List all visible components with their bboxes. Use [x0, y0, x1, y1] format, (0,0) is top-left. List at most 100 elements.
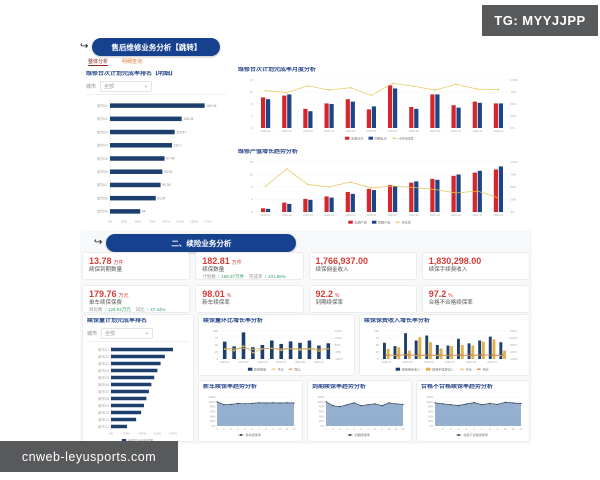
kpi-unit: %	[448, 293, 453, 299]
section1-header: ↪ 售后维修业务分析【跳转】	[80, 38, 221, 56]
svg-text:20%: 20%	[319, 419, 325, 423]
svg-text:80%: 80%	[428, 404, 434, 408]
svg-text:2020-01: 2020-01	[220, 360, 230, 364]
svg-text:75%: 75%	[149, 219, 155, 223]
svg-text:城市06: 城市06	[97, 169, 108, 174]
svg-text:100%: 100%	[511, 78, 519, 82]
svg-text:2020-08: 2020-08	[409, 129, 419, 133]
svg-text:100%: 100%	[511, 160, 519, 164]
svg-text:0%: 0%	[108, 219, 113, 223]
svg-text:75%: 75%	[511, 172, 517, 176]
svg-text:2020-06: 2020-06	[366, 213, 376, 217]
svg-text:60%: 60%	[210, 409, 216, 413]
svg-text:75: 75	[215, 336, 219, 340]
kpi-subtext: 目标数 ↑ 129.04万元 同比 ↑ 47.44%	[89, 307, 166, 313]
svg-text:2020-02: 2020-02	[282, 213, 292, 217]
svg-text:1: 1	[216, 427, 218, 431]
section1-title-pill[interactable]: 售后维修业务分析【跳转】	[92, 38, 221, 56]
svg-text:2020-09: 2020-09	[466, 360, 476, 364]
svg-text:9: 9	[272, 427, 274, 431]
svg-text:2020-12: 2020-12	[493, 129, 503, 133]
svg-text:60%: 60%	[319, 409, 325, 413]
svg-text:续保手续费收入: 续保手续费收入	[432, 366, 454, 371]
repair-output-chart: 0 0% 4 25% 8 50% 12 75% 16 100% 2020-01 2020-02 2020…	[238, 157, 526, 227]
renew-income-chart: 0 -100% 25 100% 50 300% 75 500% 100 700% 2020-01 20…	[364, 326, 525, 374]
svg-text:12: 12	[293, 427, 296, 431]
kpi-value: 92.2%	[315, 289, 340, 299]
kpi-value: 182.81 万件	[202, 256, 242, 266]
svg-text:5: 5	[353, 427, 355, 431]
svg-text:0: 0	[377, 357, 379, 361]
chevron-down-icon: ▼	[145, 330, 150, 336]
kpi-label: 单车续保保费	[89, 299, 123, 306]
kpi-grid: 13.78 万件 续保到期数量 182.81 万件 续保数量 计划数 ↑ 168.37万件 完成…	[82, 252, 530, 313]
svg-text:2: 2	[223, 427, 225, 431]
kpi-label: 合格不合格续保率	[428, 299, 473, 306]
panel-renew-rank: 续保量计划完成率排名 城市 全部 ▼ 城市01 城市02 城市03 城市04 城市05 城…	[82, 314, 194, 443]
svg-text:5: 5	[466, 427, 468, 431]
svg-text:97.48: 97.48	[166, 156, 175, 160]
chart-title-area-newcar: 新车续保率趋势分析	[203, 384, 258, 390]
chart-title-renew-income: 续保保费收入增长率分析	[364, 318, 431, 324]
link-detail[interactable]: 明细查询	[122, 59, 143, 65]
panel-area-newcar: 新车续保率趋势分析 0% 20% 40% 60% 80% 100% 120% 1 2 3 4 5 6 7 8…	[198, 380, 303, 442]
svg-text:50: 50	[376, 343, 380, 347]
svg-text:12: 12	[402, 427, 405, 431]
svg-text:50: 50	[215, 343, 219, 347]
svg-text:城市07: 城市07	[97, 182, 108, 187]
svg-text:12: 12	[250, 172, 254, 176]
kpi-unit: %	[226, 293, 232, 299]
svg-text:16: 16	[250, 78, 254, 82]
svg-text:城市01: 城市01	[98, 347, 109, 352]
svg-text:110.7: 110.7	[173, 143, 181, 147]
svg-text:12: 12	[250, 90, 254, 94]
svg-text:城市03: 城市03	[98, 361, 109, 366]
svg-text:城市03: 城市03	[97, 129, 108, 134]
svg-text:175%: 175%	[169, 431, 177, 435]
svg-text:4: 4	[237, 427, 239, 431]
area-qualified-chart: 0% 20% 40% 60% 80% 100% 120% 1 2 3 4 5 6 7 8 9 10 11 12 合格不…	[421, 392, 525, 439]
kpi-value: 98.01%	[202, 289, 232, 299]
svg-text:0%: 0%	[320, 424, 325, 428]
svg-text:500%: 500%	[510, 336, 518, 340]
area-newcar-chart: 0% 20% 40% 60% 80% 100% 120% 1 2 3 4 5 6 7 8 9 10 11 12 新车续…	[203, 392, 298, 439]
svg-text:城市10: 城市10	[98, 410, 109, 415]
link-overview[interactable]: 整体分析	[88, 59, 109, 66]
svg-text:9: 9	[497, 427, 499, 431]
kpi-card-2: 1,766,937.00 续保佣金收入	[308, 252, 417, 280]
section2-title-pill[interactable]: 二、续险业务分析	[106, 234, 297, 252]
svg-text:120%: 120%	[317, 395, 325, 399]
kpi-card-0: 13.78 万件 续保到期数量	[82, 252, 191, 280]
kpi-unit: %	[335, 293, 340, 299]
svg-text:2020-07: 2020-07	[276, 360, 286, 364]
svg-text:-100%: -100%	[335, 357, 344, 361]
city-select-value: 全部	[104, 83, 115, 90]
svg-text:2020-07: 2020-07	[445, 360, 455, 364]
svg-text:2020-01: 2020-01	[381, 360, 391, 364]
svg-text:25: 25	[376, 350, 380, 354]
svg-text:2020-07: 2020-07	[388, 129, 398, 133]
svg-text:2: 2	[442, 427, 444, 431]
svg-text:2020-03: 2020-03	[303, 213, 313, 217]
city-select[interactable]: 全部 ▼	[100, 80, 153, 92]
svg-text:城市09: 城市09	[97, 208, 108, 213]
svg-text:80%: 80%	[210, 404, 216, 408]
panel-repair-output: 维修产值增长趋势分析 0 0% 4 25% 8 50% 12 75% 16 100% 2020-01…	[234, 146, 530, 228]
svg-text:续保量计划完成率: 续保量计划完成率	[128, 438, 154, 443]
chevron-down-icon: ▼	[144, 83, 149, 89]
kpi-value: 97.2%	[428, 289, 453, 299]
svg-text:25%: 25%	[121, 219, 127, 223]
svg-text:90.34: 90.34	[162, 183, 171, 187]
svg-text:2020-10: 2020-10	[451, 129, 461, 133]
city-select[interactable]: 全部 ▼	[101, 327, 154, 339]
chart-title-area-due: 到期续保率趋势分析	[312, 384, 367, 390]
svg-text:8: 8	[251, 185, 253, 189]
svg-text:1: 1	[325, 427, 327, 431]
svg-text:10: 10	[279, 427, 282, 431]
svg-text:0%: 0%	[211, 424, 216, 428]
repair-rank-chart: 城市01 169.04 城市02 128.04 城市03 115.47 城市04 110.7 城…	[86, 97, 224, 227]
site-watermark: cnweb-leyusports.com	[0, 441, 178, 472]
svg-text:40%: 40%	[319, 414, 325, 418]
svg-text:81.67: 81.67	[157, 196, 166, 200]
svg-text:3: 3	[230, 427, 232, 431]
